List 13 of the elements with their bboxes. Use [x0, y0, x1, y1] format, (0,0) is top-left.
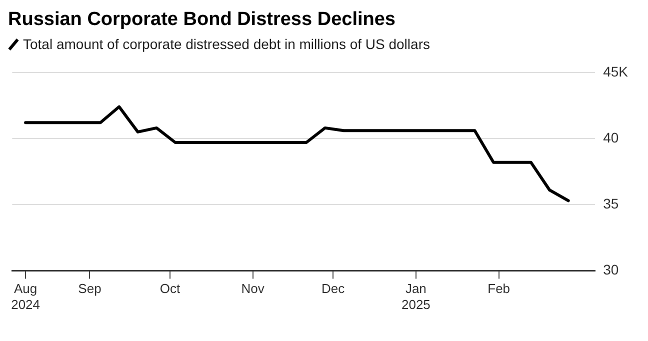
- x-tick-label: Sep: [78, 281, 102, 296]
- x-tick-label: Aug 2024: [11, 281, 40, 312]
- legend-label: Total amount of corporate distressed debt in millions of US dollars: [23, 36, 430, 52]
- x-tick-label: Nov: [241, 281, 265, 296]
- y-tick-label: 40: [603, 129, 619, 146]
- y-tick-label: 35: [603, 196, 619, 212]
- x-tick-label: Jan 2025: [401, 281, 430, 312]
- x-tick-label: Feb: [488, 281, 510, 296]
- x-tick-label: Oct: [160, 281, 180, 296]
- y-tick-label: 30: [603, 262, 619, 278]
- chart-title: Russian Corporate Bond Distress Declines: [8, 8, 396, 32]
- y-tick-label: 45K: [603, 63, 629, 80]
- x-tick-label: Dec: [321, 281, 346, 296]
